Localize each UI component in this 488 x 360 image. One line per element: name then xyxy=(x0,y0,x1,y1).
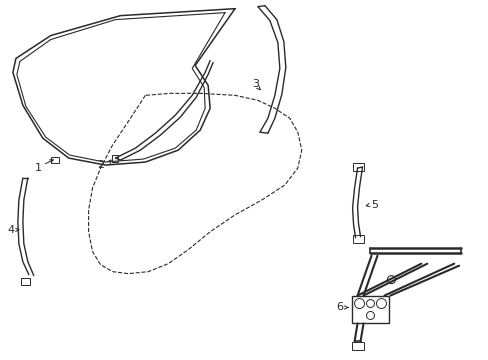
Text: 3: 3 xyxy=(252,79,259,89)
Circle shape xyxy=(366,300,374,307)
Bar xyxy=(351,342,363,350)
Circle shape xyxy=(366,311,374,319)
Text: 5: 5 xyxy=(370,200,377,210)
Bar xyxy=(352,163,363,171)
Bar xyxy=(352,235,363,243)
Text: 2: 2 xyxy=(97,160,104,170)
Text: 1: 1 xyxy=(35,163,42,173)
Bar xyxy=(351,296,388,323)
Circle shape xyxy=(376,298,386,309)
Text: 6: 6 xyxy=(335,302,343,311)
Bar xyxy=(21,278,30,285)
Circle shape xyxy=(386,276,395,284)
Text: 4: 4 xyxy=(7,225,15,235)
Circle shape xyxy=(354,298,364,309)
Bar xyxy=(111,155,118,162)
Bar xyxy=(51,157,59,163)
